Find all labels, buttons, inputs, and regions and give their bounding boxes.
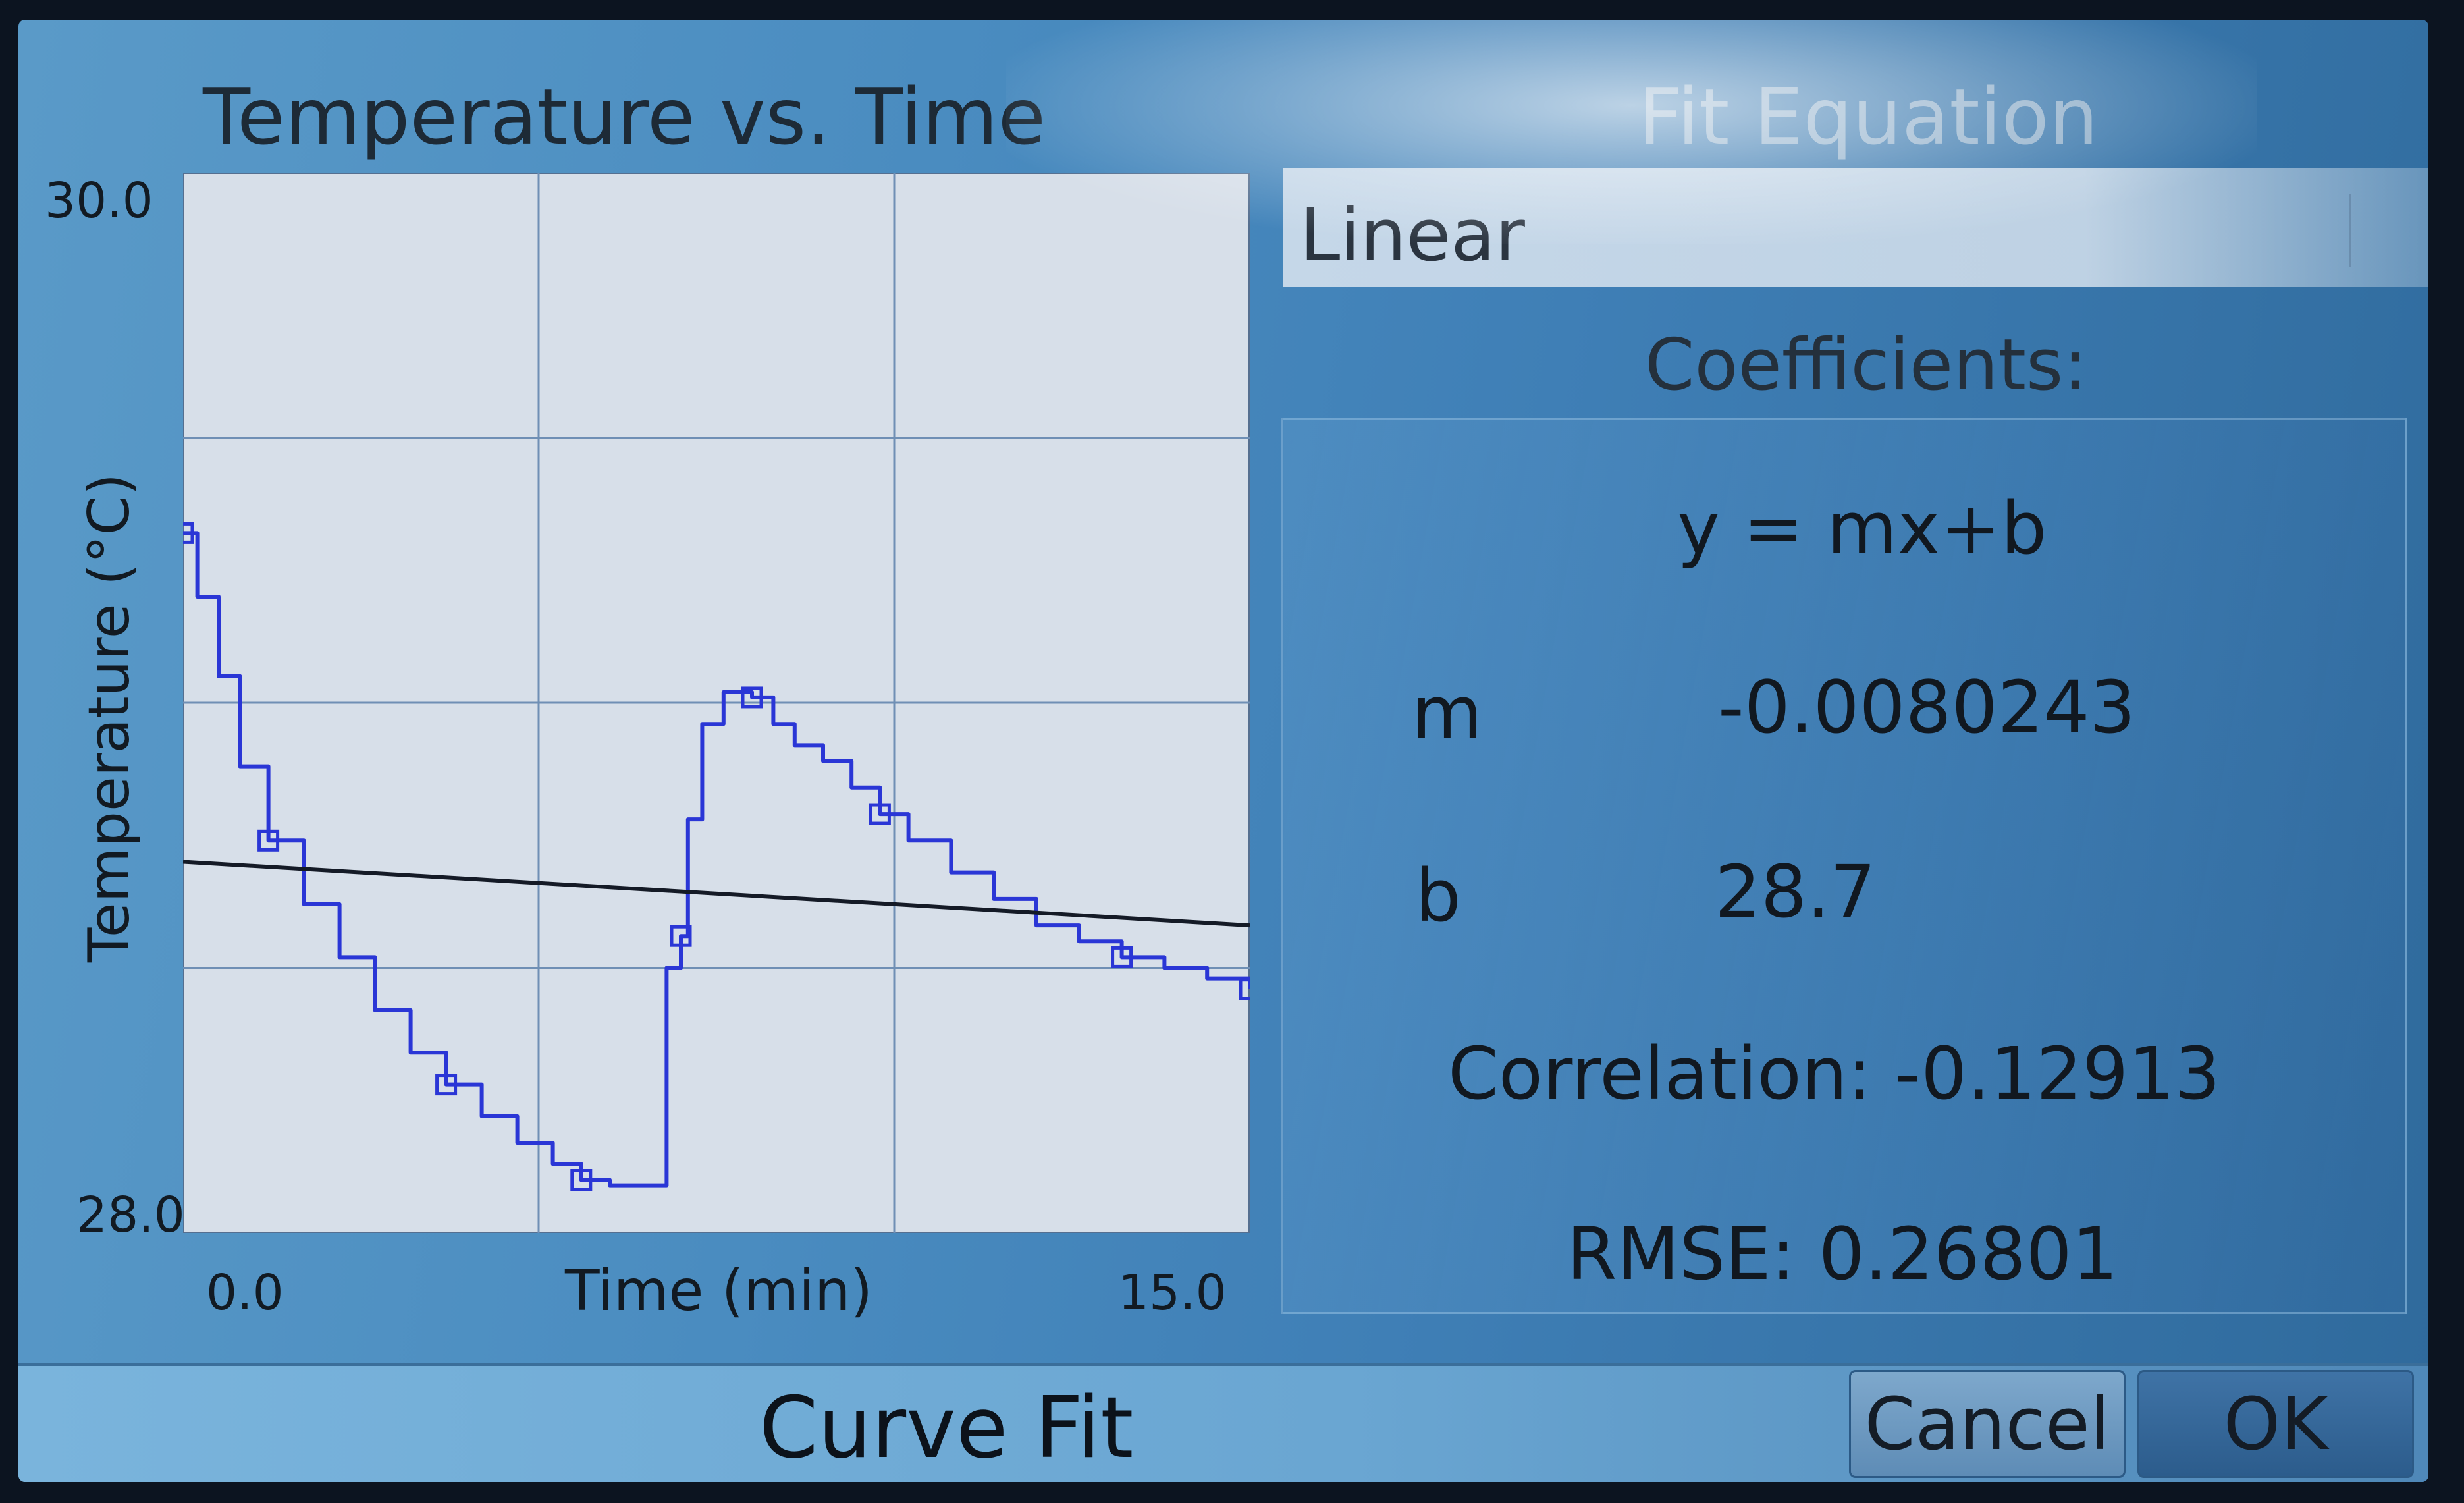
data-point-marker: [435, 1074, 458, 1096]
b-value: 28.7: [1715, 850, 1876, 934]
m-value: -0.0080243: [1718, 665, 2136, 750]
cancel-button[interactable]: Cancel: [1849, 1370, 2126, 1478]
x-axis-title: Time (min): [565, 1258, 873, 1324]
x-axis-min-label: 0.0: [206, 1265, 284, 1321]
coefficients-panel: y = mx+b m -0.0080243 b 28.7 Correlation…: [1281, 418, 2407, 1314]
temperature-data-line: [183, 531, 1250, 1188]
data-point-marker: [869, 803, 891, 825]
coefficients-label: Coefficients:: [1645, 324, 2087, 406]
data-markers: [183, 522, 1250, 1191]
graph-title: Temperature vs. Time: [203, 71, 1046, 162]
data-point-marker: [670, 925, 692, 947]
dialog-title: Curve Fit: [759, 1379, 1134, 1477]
fit-type-dropdown[interactable]: Linear: [1283, 168, 2428, 287]
y-axis-min-label: 28.0: [76, 1187, 185, 1243]
chevron-down-icon: [2349, 194, 2415, 267]
correlation-value: Correlation: -0.12913: [1448, 1031, 2221, 1116]
data-point-marker: [183, 522, 194, 544]
curve-fit-screen: Temperature vs. Time Fit Equation Temper…: [18, 20, 2428, 1482]
fit-equation: y = mx+b: [1677, 486, 2047, 570]
data-point-marker: [741, 686, 763, 709]
y-axis-max-label: 30.0: [45, 173, 153, 229]
dialog-footer: Curve Fit Cancel OK: [18, 1363, 2428, 1482]
x-axis-max-label: 15.0: [1118, 1265, 1227, 1321]
grid-lines: [183, 173, 1250, 1233]
data-point-marker: [257, 829, 280, 852]
data-point-marker: [1239, 978, 1250, 1000]
linear-fit-line: [183, 860, 1250, 928]
data-point-marker: [1111, 946, 1133, 968]
fit-equation-title: Fit Equation: [1638, 71, 2099, 162]
rmse-value: RMSE: 0.26801: [1567, 1212, 2118, 1296]
ok-button[interactable]: OK: [2137, 1370, 2414, 1478]
m-label: m: [1412, 670, 1483, 755]
fit-type-value: Linear: [1300, 193, 1525, 277]
data-point-marker: [570, 1169, 593, 1191]
y-axis-title: Temperature (°C): [76, 473, 142, 963]
temperature-plot[interactable]: [183, 173, 1250, 1233]
b-label: b: [1415, 854, 1461, 938]
